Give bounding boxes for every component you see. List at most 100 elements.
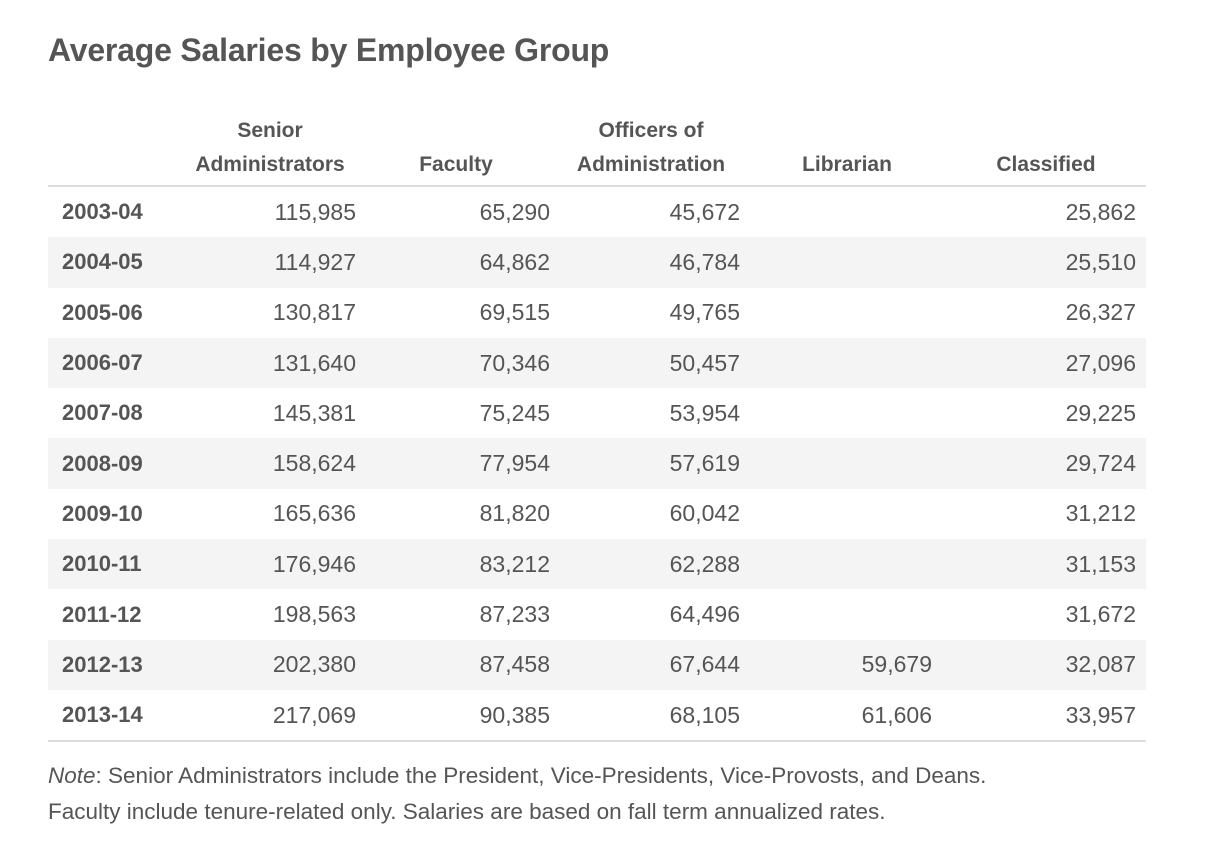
cell-classified: 33,957	[946, 689, 1146, 743]
cell-faculty: 77,954	[358, 438, 554, 489]
cell-classified: 25,510	[946, 237, 1146, 288]
footnote-text1: : Senior Administrators include the Pres…	[95, 763, 987, 788]
cell-officers-of-administration: 49,765	[669, 299, 740, 326]
table-row: 2012-13 202,380 87,458 67,644 59,679 32,087	[48, 639, 1146, 690]
cell-officers-of-administration: 64,496	[669, 601, 740, 628]
table-body: 2003-04 115,985 65,290 45,672 25,862 2004-05 1…	[48, 186, 1146, 743]
cell-classified: 31,672	[1065, 601, 1136, 628]
footnote-label: Note	[48, 763, 96, 788]
cell-officers-of-administration: 67,644	[554, 639, 748, 690]
cell-librarian	[748, 337, 946, 389]
table-row: 2010-11 176,946 83,212 62,288 31,153	[48, 539, 1146, 590]
cell-officers-of-administration: 50,457	[554, 337, 748, 389]
header-faculty: Faculty	[358, 110, 554, 187]
cell-librarian	[748, 489, 946, 539]
table-row: 2004-05 114,927 64,862 46,784 25,510	[48, 237, 1146, 288]
cell-senior-administrators: 131,640	[182, 337, 358, 389]
cell-officers-of-administration: 53,954	[669, 399, 740, 426]
cell-classified: 27,096	[946, 337, 1146, 389]
cell-faculty: 64,862	[358, 237, 554, 288]
header-senior-administrators: Senior Administrators	[182, 110, 358, 187]
cell-classified: 25,862	[1065, 198, 1136, 225]
cell-librarian	[748, 438, 946, 489]
cell-classified: 31,153	[946, 539, 1146, 590]
cell-librarian	[748, 388, 946, 438]
salary-table: Senior Administrators Faculty Officers o…	[48, 110, 1146, 743]
cell-librarian	[748, 288, 946, 338]
header-line1: Senior	[237, 119, 303, 142]
header-line2: Administrators	[195, 153, 345, 176]
table-row: 2009-10 165,636 81,820 60,042 31,212	[48, 489, 1146, 539]
cell-librarian	[748, 186, 946, 237]
cell-faculty: 75,245	[479, 399, 550, 426]
header-year	[48, 110, 182, 187]
cell-librarian: 59,679	[748, 639, 946, 690]
cell-librarian	[748, 589, 946, 639]
row-year-label: 2006-07	[48, 337, 182, 389]
table-row: 2011-12 198,563 87,233 64,496 31,672	[48, 589, 1146, 639]
cell-senior-administrators: 114,927	[182, 237, 358, 288]
footnote-line2: Faculty include tenure-related only. Sal…	[48, 799, 886, 824]
cell-faculty: 83,212	[358, 539, 554, 590]
row-year-label: 2009-10	[62, 500, 143, 526]
row-year-label: 2007-08	[62, 400, 143, 426]
row-year-label: 2010-11	[48, 539, 182, 590]
cell-faculty: 70,346	[358, 337, 554, 389]
header-line2: Faculty	[419, 153, 493, 176]
cell-officers-of-administration: 45,672	[669, 198, 740, 225]
header-line1: Officers of	[598, 119, 704, 142]
row-year-label: 2011-12	[62, 601, 142, 627]
cell-classified: 29,225	[1065, 399, 1136, 426]
cell-senior-administrators: 115,985	[274, 198, 356, 225]
row-year-label: 2012-13	[48, 639, 182, 690]
cell-faculty: 87,233	[479, 601, 550, 628]
table-row: 2003-04 115,985 65,290 45,672 25,862	[48, 186, 1146, 237]
page-title: Average Salaries by Employee Group	[48, 32, 610, 68]
cell-faculty: 65,290	[479, 198, 550, 225]
footnote: Note: Senior Administrators include the …	[48, 758, 1188, 830]
cell-classified: 29,724	[946, 438, 1146, 489]
cell-senior-administrators: 217,069	[182, 689, 358, 743]
table-row: 2007-08 145,381 75,245 53,954 29,225	[48, 388, 1146, 438]
cell-librarian	[748, 237, 946, 288]
header-librarian: Librarian	[748, 110, 946, 187]
header-line2: Administration	[576, 153, 726, 176]
row-year-label: 2003-04	[62, 199, 143, 225]
row-year-label: 2005-06	[62, 299, 143, 325]
cell-senior-administrators: 130,817	[272, 299, 356, 326]
header-officers-of-administration: Officers of Administration	[554, 110, 748, 187]
cell-senior-administrators: 165,636	[272, 500, 356, 527]
cell-officers-of-administration: 46,784	[554, 237, 748, 288]
cell-senior-administrators: 202,380	[182, 639, 358, 690]
table-row: 2005-06 130,817 69,515 49,765 26,327	[48, 288, 1146, 338]
header-line2: Classified	[996, 153, 1096, 176]
cell-officers-of-administration: 68,105	[554, 689, 748, 743]
cell-senior-administrators: 145,381	[272, 399, 356, 426]
table-row: 2008-09 158,624 77,954 57,619 29,724	[48, 438, 1146, 489]
cell-classified: 32,087	[946, 639, 1146, 690]
cell-senior-administrators: 176,946	[182, 539, 358, 590]
table-row: 2006-07 131,640 70,346 50,457 27,096	[48, 337, 1146, 389]
row-year-label: 2004-05	[48, 237, 182, 288]
header-classified: Classified	[946, 110, 1146, 187]
cell-officers-of-administration: 57,619	[554, 438, 748, 489]
cell-officers-of-administration: 62,288	[554, 539, 748, 590]
header-line2: Librarian	[802, 153, 892, 176]
salary-table-container: Senior Administrators Faculty Officers o…	[48, 110, 1146, 743]
table-header-row: Senior Administrators Faculty Officers o…	[48, 110, 1146, 187]
cell-classified: 26,327	[1065, 299, 1136, 326]
cell-senior-administrators: 198,563	[272, 601, 356, 628]
cell-librarian	[748, 539, 946, 590]
table-row: 2013-14 217,069 90,385 68,105 61,606 33,957	[48, 689, 1146, 743]
row-year-label: 2013-14	[48, 689, 182, 743]
cell-senior-administrators: 158,624	[182, 438, 358, 489]
cell-faculty: 81,820	[479, 500, 550, 527]
cell-officers-of-administration: 60,042	[669, 500, 740, 527]
cell-faculty: 90,385	[358, 689, 554, 743]
cell-faculty: 87,458	[358, 639, 554, 690]
cell-librarian: 61,606	[748, 689, 946, 743]
row-year-label: 2008-09	[48, 438, 182, 489]
footnote-line1: Note: Senior Administrators include the …	[48, 758, 1188, 794]
cell-faculty: 69,515	[479, 299, 550, 326]
cell-classified: 31,212	[1065, 500, 1136, 527]
